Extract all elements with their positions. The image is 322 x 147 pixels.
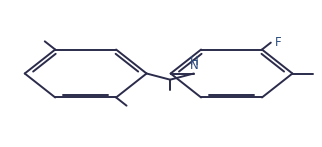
Text: N: N (189, 59, 198, 72)
Text: H: H (189, 55, 198, 68)
Text: F: F (275, 36, 281, 49)
